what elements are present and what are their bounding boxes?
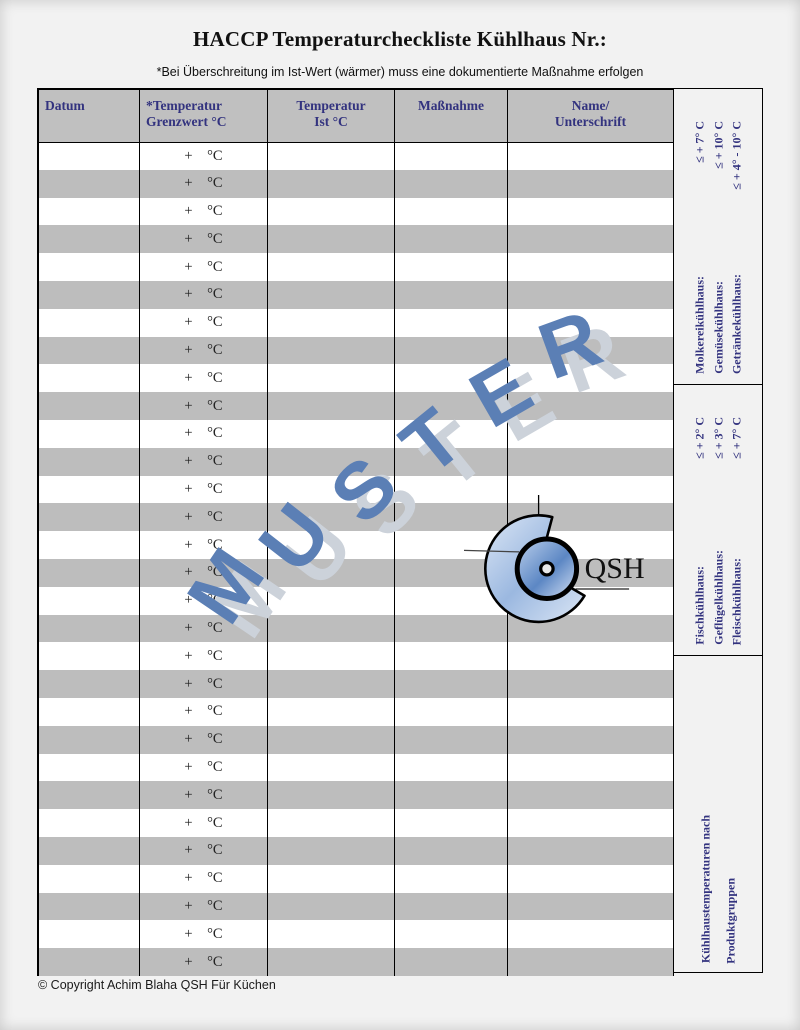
svg-text:QSH: QSH [585,552,645,585]
